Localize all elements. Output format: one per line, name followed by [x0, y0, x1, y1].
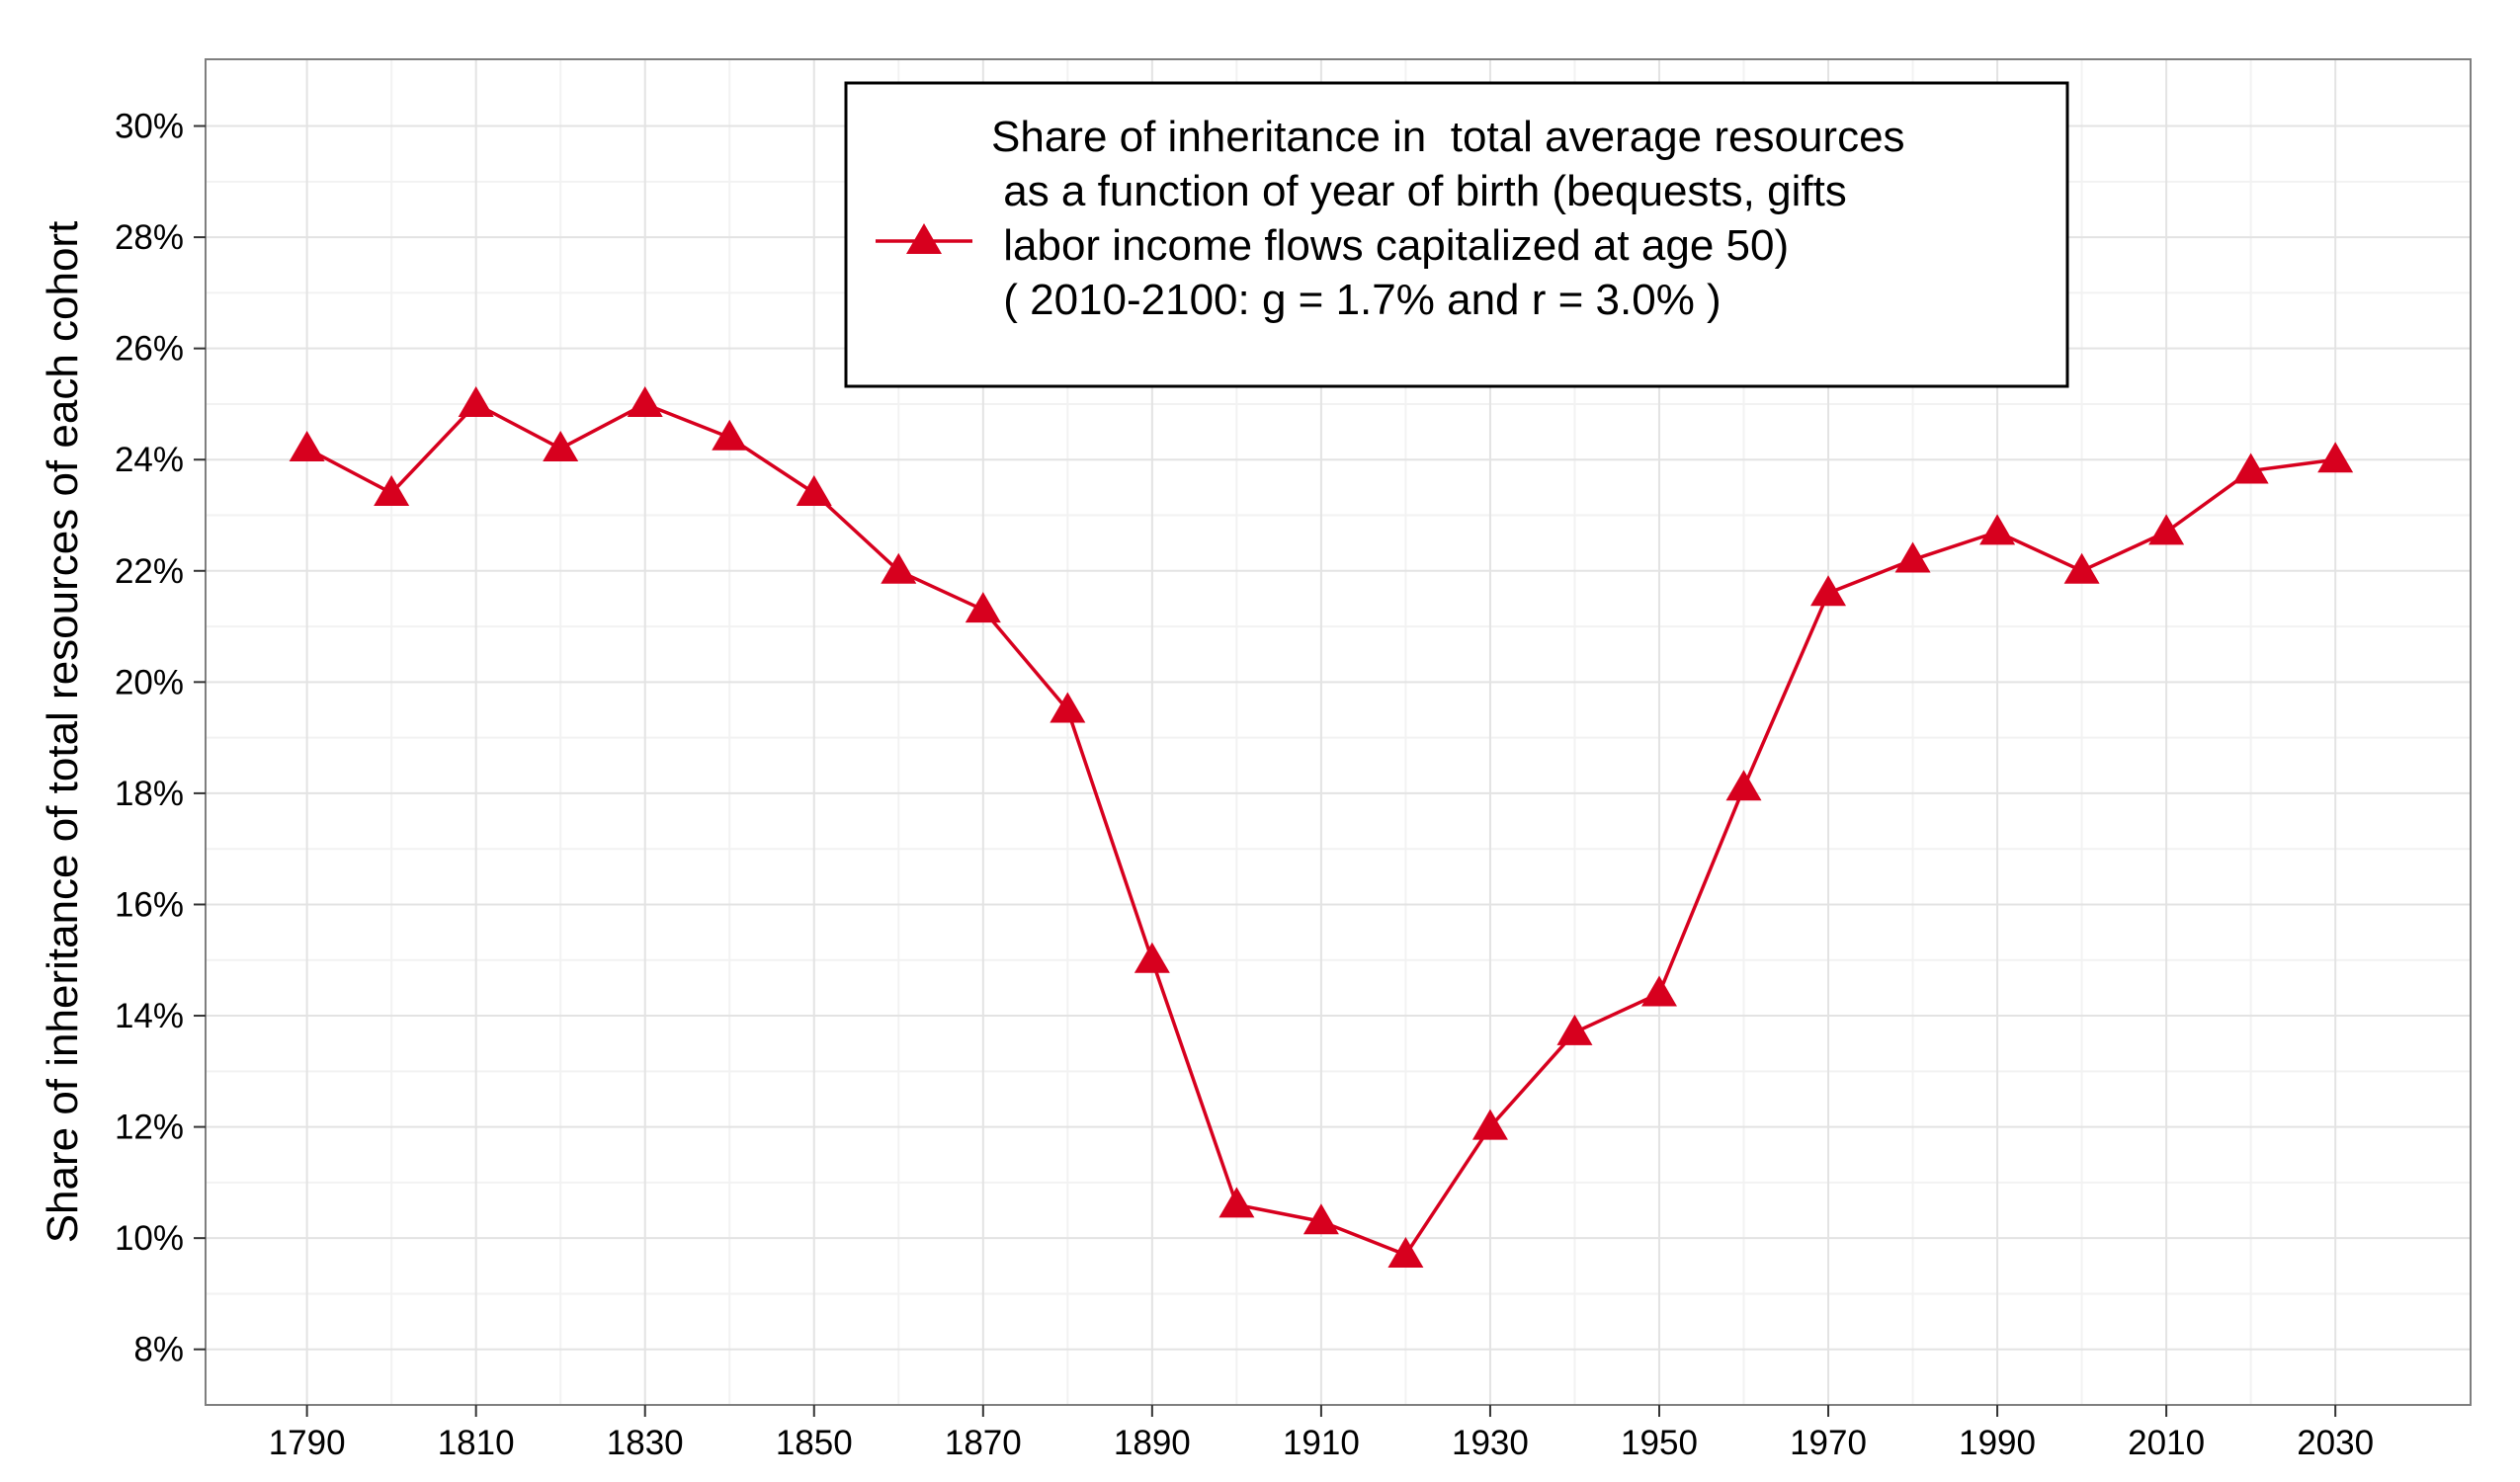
- x-tick-label: 1910: [1283, 1424, 1360, 1462]
- data-point: [2063, 552, 2100, 584]
- x-tick-label: 1930: [1452, 1424, 1529, 1462]
- data-point: [627, 385, 663, 417]
- y-tick-label: 8%: [133, 1331, 184, 1369]
- x-tick-label: 1830: [607, 1424, 684, 1462]
- x-tick-label: 1850: [776, 1424, 853, 1462]
- x-tick-label: 1890: [1114, 1424, 1191, 1462]
- data-point: [881, 552, 917, 584]
- x-tick-label: 1790: [269, 1424, 346, 1462]
- x-axis: 1790 1810 1830 1850 1870 1890 1910 1930 1950 1970…: [269, 1405, 2374, 1462]
- data-point: [1640, 975, 1677, 1007]
- y-tick-label: 16%: [115, 885, 184, 924]
- data-point: [1134, 942, 1170, 973]
- data-point: [1725, 770, 1762, 801]
- y-tick-label: 12%: [115, 1109, 184, 1147]
- y-tick-label: 14%: [115, 997, 184, 1035]
- legend: Share of inheritance in total average re…: [844, 81, 2069, 388]
- data-point: [1302, 1203, 1339, 1235]
- y-tick-label: 20%: [115, 663, 184, 701]
- series-layer: [289, 385, 2354, 1269]
- y-tick-label: 10%: [115, 1219, 184, 1258]
- y-tick-label: 22%: [115, 552, 184, 591]
- data-point: [965, 592, 1001, 623]
- data-point: [712, 419, 748, 451]
- data-point: [1471, 1109, 1508, 1140]
- data-point: [289, 430, 325, 461]
- data-point: [543, 430, 579, 461]
- data-point: [796, 474, 832, 506]
- data-point: [1894, 541, 1931, 573]
- data-point: [2317, 442, 2354, 473]
- y-tick-label: 18%: [115, 775, 184, 813]
- y-axis-title: Share of inheritance of total resources …: [39, 221, 87, 1244]
- y-axis: 8% 10% 12% 14% 16% 18% 20% 22% 24% 26% 28% 30%: [115, 108, 206, 1369]
- x-tick-label: 2010: [2128, 1424, 2205, 1462]
- x-tick-label: 1970: [1790, 1424, 1867, 1462]
- legend-line-2: as a function of year of birth (bequests…: [991, 167, 1847, 215]
- data-point: [374, 474, 410, 506]
- legend-line-4: ( 2010-2100: g = 1.7% and r = 3.0% ): [991, 276, 1722, 324]
- data-point: [2148, 514, 2185, 545]
- data-point: [1218, 1187, 1255, 1218]
- legend-key-marker: [906, 223, 942, 254]
- x-tick-label: 1990: [1959, 1424, 2036, 1462]
- plot-frame: [205, 58, 2472, 1406]
- y-tick-label: 30%: [115, 108, 184, 146]
- legend-line-1: Share of inheritance in total average re…: [991, 113, 1905, 161]
- data-point: [1979, 514, 2016, 545]
- x-tick-label: 2030: [2297, 1424, 2374, 1462]
- data-point: [2232, 453, 2269, 484]
- data-point: [1050, 692, 1086, 723]
- data-point: [1810, 575, 1847, 607]
- legend-line-3: labor income flows capitalized at age 50…: [991, 221, 1789, 270]
- x-tick-label: 1810: [438, 1424, 515, 1462]
- y-tick-label: 24%: [115, 441, 184, 479]
- y-tick-label: 28%: [115, 218, 184, 257]
- data-point: [458, 385, 494, 417]
- legend-box: [844, 81, 2069, 388]
- data-point: [1556, 1014, 1593, 1045]
- y-tick-label: 26%: [115, 330, 184, 369]
- x-tick-label: 1950: [1621, 1424, 1698, 1462]
- data-point: [1387, 1237, 1424, 1269]
- x-tick-label: 1870: [945, 1424, 1022, 1462]
